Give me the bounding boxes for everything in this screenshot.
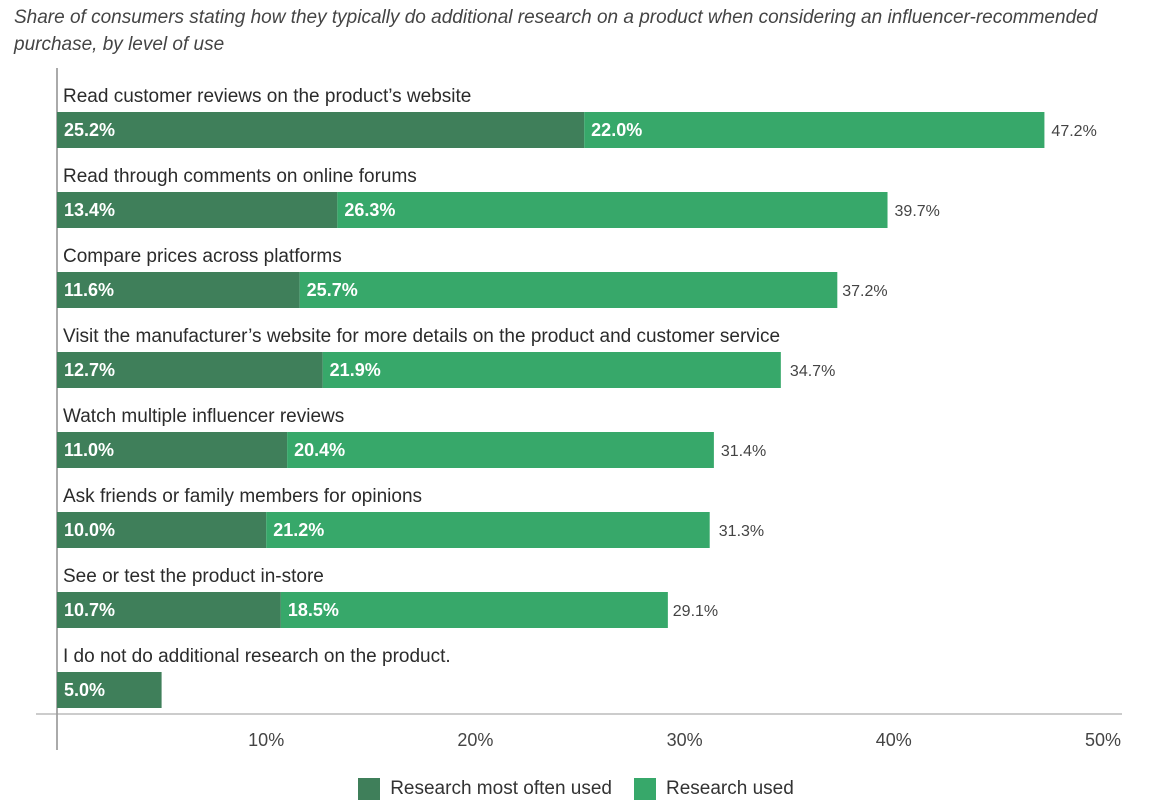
bar-label-used: 21.9% bbox=[330, 360, 381, 380]
x-tick-label: 50% bbox=[1085, 730, 1121, 750]
category-label: Watch multiple influencer reviews bbox=[63, 406, 344, 427]
bar-label-most-often: 5.0% bbox=[64, 680, 105, 700]
x-tick-label: 20% bbox=[457, 730, 493, 750]
bar-label-used: 26.3% bbox=[344, 200, 395, 220]
legend: Research most often used Research used bbox=[0, 778, 1152, 800]
legend-label-most-often: Research most often used bbox=[390, 778, 612, 799]
bar-used bbox=[280, 592, 668, 628]
bar-used bbox=[299, 272, 838, 308]
bar-used bbox=[337, 192, 888, 228]
bar-chart: Read customer reviews on the product’s w… bbox=[36, 68, 1122, 750]
legend-item-most-often: Research most often used bbox=[358, 778, 612, 800]
bar-label-used: 21.2% bbox=[273, 520, 324, 540]
chart-subtitle: Share of consumers stating how they typi… bbox=[14, 7, 1098, 55]
bar-label-used: 22.0% bbox=[591, 120, 642, 140]
bar-total-label: 29.1% bbox=[673, 603, 718, 620]
bar-total-label: 31.3% bbox=[719, 523, 764, 540]
bar-most-often bbox=[57, 592, 281, 628]
bar-total-label: 31.4% bbox=[721, 443, 766, 460]
bar-most-often bbox=[57, 432, 288, 468]
bar-used bbox=[287, 432, 714, 468]
legend-item-used: Research used bbox=[634, 778, 794, 800]
bar-used bbox=[584, 112, 1045, 148]
x-tick-label: 10% bbox=[248, 730, 284, 750]
bar-total-label: 47.2% bbox=[1051, 123, 1096, 140]
x-tick-label: 30% bbox=[667, 730, 703, 750]
bar-label-most-often: 25.2% bbox=[64, 120, 115, 140]
bar-label-used: 20.4% bbox=[294, 440, 345, 460]
bar-label-most-often: 11.6% bbox=[64, 280, 114, 300]
bar-total-label: 37.2% bbox=[842, 283, 887, 300]
bar-total-label: 34.7% bbox=[790, 363, 835, 380]
bar-most-often bbox=[57, 512, 267, 548]
bar-label-most-often: 10.0% bbox=[64, 520, 115, 540]
category-label: I do not do additional research on the p… bbox=[63, 646, 451, 667]
bar-most-often bbox=[57, 352, 323, 388]
bar-most-often bbox=[57, 272, 300, 308]
bar-total-label: 39.7% bbox=[895, 203, 940, 220]
bar-used bbox=[322, 352, 781, 388]
bar-most-often bbox=[57, 192, 338, 228]
legend-label-used: Research used bbox=[666, 778, 794, 799]
category-label: Compare prices across platforms bbox=[63, 246, 342, 267]
category-label: See or test the product in-store bbox=[63, 566, 324, 587]
x-tick-label: 40% bbox=[876, 730, 912, 750]
bar-label-most-often: 12.7% bbox=[64, 360, 115, 380]
bar-label-most-often: 13.4% bbox=[64, 200, 115, 220]
bar-most-often bbox=[57, 112, 585, 148]
bar-label-most-often: 11.0% bbox=[64, 440, 114, 460]
bar-label-used: 18.5% bbox=[288, 600, 339, 620]
category-label: Read through comments on online forums bbox=[63, 166, 417, 187]
category-label: Read customer reviews on the product’s w… bbox=[63, 86, 471, 107]
bar-label-most-often: 10.7% bbox=[64, 600, 115, 620]
bar-used bbox=[266, 512, 710, 548]
category-label: Visit the manufacturer’s website for mor… bbox=[63, 326, 780, 347]
bar-label-used: 25.7% bbox=[307, 280, 358, 300]
legend-swatch-used bbox=[634, 778, 656, 800]
category-label: Ask friends or family members for opinio… bbox=[63, 486, 422, 507]
bar-most-often bbox=[57, 672, 162, 708]
legend-swatch-most-often bbox=[358, 778, 381, 800]
